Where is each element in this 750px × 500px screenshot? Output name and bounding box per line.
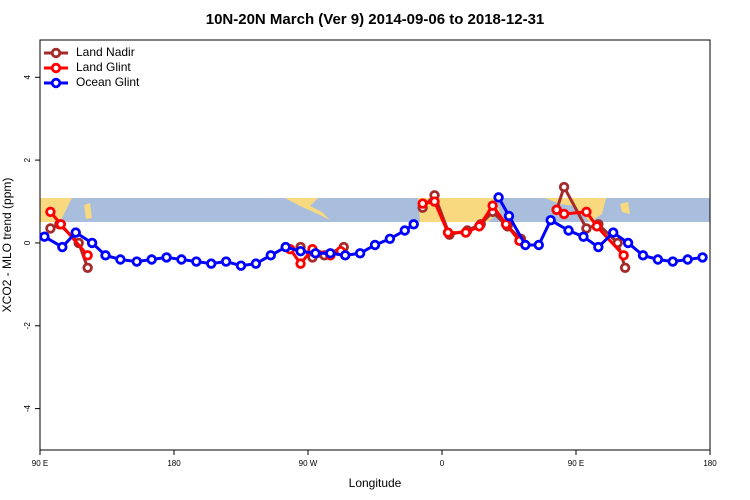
data-point (581, 206, 592, 218)
data-point (408, 219, 419, 230)
data-point (500, 219, 512, 230)
x-axis-title: Longitude (349, 476, 402, 490)
data-point (563, 225, 574, 236)
data-point (100, 250, 111, 261)
data-point (295, 246, 306, 257)
data-point (520, 239, 531, 251)
data-point (325, 248, 336, 259)
data-point (45, 206, 56, 218)
data-point (384, 233, 396, 244)
data-point (551, 204, 562, 215)
x-tick-label: 0 (440, 459, 445, 468)
data-point (682, 254, 693, 265)
legend-label: Land Glint (76, 60, 131, 74)
x-tick-label: 90 E (568, 459, 584, 468)
data-point (265, 250, 276, 261)
data-point (220, 256, 232, 267)
data-point (369, 239, 381, 251)
data-point (206, 258, 217, 269)
plot-frame (39, 39, 711, 451)
data-point (55, 219, 67, 230)
data-point (533, 239, 544, 251)
data-point (429, 196, 440, 207)
y-axis-title: XCO2 - MLO trend (ppm) (0, 178, 14, 313)
data-point (618, 250, 629, 261)
x-tick-label: 90 E (32, 459, 48, 468)
data-point (667, 256, 678, 267)
data-point (131, 256, 142, 267)
data-point (487, 200, 498, 211)
data-point (417, 198, 428, 209)
data-point (545, 214, 556, 226)
y-tick-label: 0 (23, 240, 32, 245)
data-point (340, 250, 351, 261)
data-point (57, 241, 68, 253)
data-point (310, 248, 321, 259)
data-point (115, 254, 126, 265)
data-point (591, 221, 603, 232)
data-point (354, 248, 366, 259)
data-point (191, 256, 202, 267)
data-point (474, 221, 485, 232)
data-point (250, 258, 262, 269)
legend-marker (50, 77, 62, 89)
data-point (39, 231, 50, 242)
x-tick-label: 90 W (299, 459, 318, 468)
y-tick-label: -2 (23, 322, 32, 330)
data-point (280, 241, 291, 253)
data-point (608, 227, 619, 238)
data-point (235, 260, 247, 271)
data-point (82, 250, 93, 261)
map-strip (40, 198, 710, 222)
data-point (460, 227, 472, 238)
data-point (399, 225, 410, 236)
data-point (70, 227, 81, 238)
data-point (581, 223, 592, 234)
data-point (619, 262, 631, 273)
data-point (176, 254, 187, 265)
y-tick-label: 2 (23, 157, 32, 162)
data-point (558, 208, 570, 220)
y-tick-label: 4 (23, 74, 32, 79)
data-point (578, 231, 589, 242)
x-tick-label: 180 (703, 459, 717, 468)
data-point (637, 250, 649, 261)
data-point (652, 254, 664, 265)
legend-marker (50, 47, 62, 59)
data-point (593, 241, 604, 253)
data-point (442, 227, 454, 238)
data-point (86, 237, 98, 249)
legend-label: Land Nadir (76, 45, 135, 59)
data-point (295, 258, 306, 269)
data-point (161, 252, 172, 263)
legend-label: Ocean Glint (76, 75, 140, 89)
data-point (146, 254, 157, 265)
data-point (503, 210, 515, 222)
data-point (45, 223, 56, 234)
legend-marker (50, 62, 62, 74)
chart-title: 10N-20N March (Ver 9) 2014-09-06 to 2018… (206, 11, 545, 28)
x-tick-label: 180 (167, 459, 181, 468)
y-tick-label: -4 (23, 404, 32, 412)
data-point (82, 262, 93, 273)
data-point (493, 192, 504, 203)
data-point (697, 252, 708, 263)
data-point (558, 181, 570, 193)
data-point (622, 237, 634, 249)
